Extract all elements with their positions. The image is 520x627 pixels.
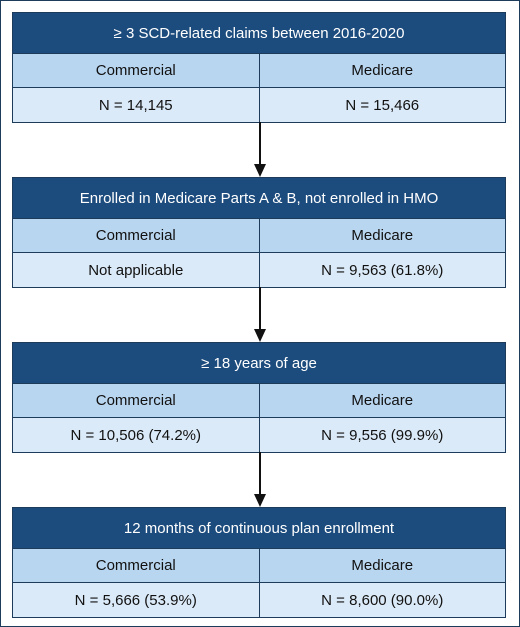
step-title: 12 months of continuous plan enrollment — [13, 508, 505, 549]
down-arrow-icon — [253, 122, 267, 178]
commercial-value: N = 10,506 (74.2%) — [70, 426, 202, 444]
medicare-value: N = 9,563 (61.8%) — [258, 253, 506, 287]
commercial-header: Commercial — [95, 392, 176, 409]
medicare-header: Medicare — [258, 54, 506, 87]
commercial-header: Commercial — [95, 557, 176, 574]
value-row: N = 14,145 N = 15,466 — [13, 88, 505, 122]
step-box-3: ≥ 18 years of age Commercial Medicare N … — [12, 342, 506, 453]
column-header-row: Commercial Medicare — [13, 549, 505, 583]
down-arrow-icon — [253, 452, 267, 508]
column-header-row: Commercial Medicare — [13, 54, 505, 88]
value-row: N = 10,506 (74.2%) N = 9,556 (99.9%) — [13, 418, 505, 452]
step-title: Enrolled in Medicare Parts A & B, not en… — [13, 178, 505, 219]
step-title: ≥ 3 SCD-related claims between 2016-2020 — [13, 13, 505, 54]
medicare-value: N = 15,466 — [258, 88, 506, 122]
medicare-header: Medicare — [258, 219, 506, 252]
column-header-row: Commercial Medicare — [13, 219, 505, 253]
commercial-header: Commercial — [95, 227, 176, 244]
value-row: Not applicable N = 9,563 (61.8%) — [13, 253, 505, 287]
step-box-4: 12 months of continuous plan enrollment … — [12, 507, 506, 618]
medicare-value: N = 8,600 (90.0%) — [258, 583, 506, 617]
commercial-value: N = 5,666 (53.9%) — [74, 591, 197, 609]
commercial-header: Commercial — [95, 62, 176, 79]
commercial-value: Not applicable — [88, 261, 184, 279]
medicare-header: Medicare — [258, 384, 506, 417]
step-box-1: ≥ 3 SCD-related claims between 2016-2020… — [12, 12, 506, 123]
step-box-2: Enrolled in Medicare Parts A & B, not en… — [12, 177, 506, 288]
column-header-row: Commercial Medicare — [13, 384, 505, 418]
value-row: N = 5,666 (53.9%) N = 8,600 (90.0%) — [13, 583, 505, 617]
medicare-value: N = 9,556 (99.9%) — [258, 418, 506, 452]
medicare-header: Medicare — [258, 549, 506, 582]
step-title: ≥ 18 years of age — [13, 343, 505, 384]
down-arrow-icon — [253, 287, 267, 343]
commercial-value: N = 14,145 — [98, 96, 173, 114]
